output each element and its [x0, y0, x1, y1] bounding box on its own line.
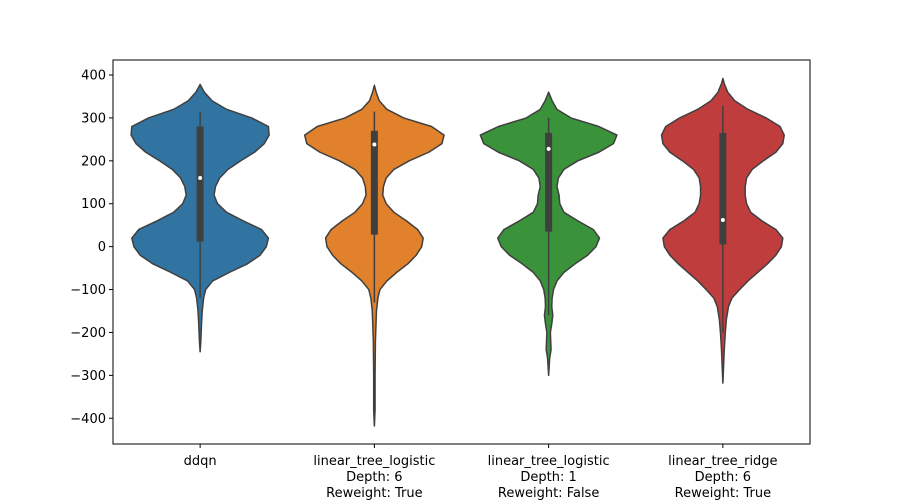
iqr-box-4 — [719, 132, 727, 245]
median-point-1 — [198, 175, 203, 180]
plot-frame — [112, 59, 811, 445]
iqr-box-2 — [370, 130, 378, 235]
y-tick-label: 0 — [98, 240, 106, 255]
x-axis: ddqn linear_tree_logistic Depth: 6 Reweight… — [184, 444, 778, 500]
y-tick-label: −100 — [70, 283, 106, 298]
x-category-label: ddqn — [184, 454, 217, 469]
y-tick-label: −400 — [70, 412, 106, 427]
x-category-label: linear_tree_logistic Depth: 1 Reweight: Fa… — [488, 454, 610, 500]
y-tick-label: −200 — [70, 326, 106, 341]
median-point-4 — [720, 218, 725, 223]
y-tick-label: 300 — [81, 111, 106, 126]
y-tick-label: −300 — [70, 369, 106, 384]
median-point-2 — [372, 142, 377, 147]
iqr-box-1 — [196, 126, 204, 242]
y-tick-label: 200 — [81, 154, 106, 169]
y-axis: −400 −300 −200 −100 0 100 200 300 400 — [70, 69, 113, 427]
y-tick-label: 100 — [81, 197, 106, 212]
median-point-3 — [546, 146, 551, 151]
iqr-box-3 — [545, 132, 553, 232]
y-tick-label: 400 — [81, 69, 106, 84]
boxes-layer — [196, 105, 727, 333]
x-category-label: linear_tree_logistic Depth: 6 Reweight: Tr… — [313, 454, 435, 500]
x-category-label: linear_tree_ridge Depth: 6 Reweight: True — [668, 454, 777, 500]
